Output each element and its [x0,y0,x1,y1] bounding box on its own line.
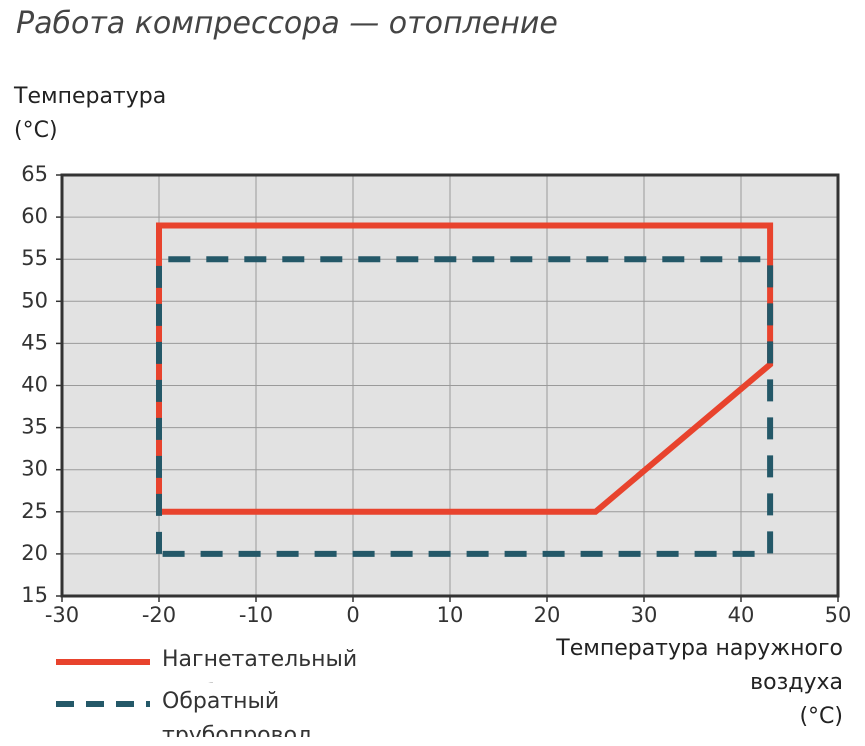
y-tick-label: 55 [21,246,48,270]
y-tick-label: 50 [21,288,48,312]
y-axis-label-line: Температура [14,84,167,109]
x-tick-label: 30 [631,603,658,627]
series-line [156,256,774,557]
legend-label: Обратный трубопровод [162,689,313,737]
y-axis-label: Температура (°C) [14,80,166,148]
y-tick-label: 35 [21,415,48,439]
y-tick-label: 40 [21,373,48,397]
y-tick-label: 65 [21,162,48,186]
y-tick-label: 15 [21,583,48,607]
x-tick-label: 40 [728,603,755,627]
legend-label: Нагнетательный трубопровод [162,647,358,683]
y-axis-label-line: (°C) [14,118,58,143]
plot-border [60,173,840,598]
x-tick-label: -20 [142,603,176,627]
y-tick-label: 25 [21,499,48,523]
x-tick-label: 0 [346,603,359,627]
x-tick-label: 20 [534,603,561,627]
x-axis-label-line: (°C) [799,704,843,729]
x-tick-label: -10 [239,603,273,627]
y-tick-label: 20 [21,541,48,565]
x-tick-label: 50 [825,603,852,627]
x-axis-label-line: воздуха [750,670,843,695]
x-tick-label: -30 [45,603,79,627]
y-tick-label: 30 [21,457,48,481]
x-axis-label-line: Температура наружного [556,636,843,661]
y-tick-label: 60 [21,204,48,228]
y-tick-label: 45 [21,330,48,354]
x-tick-label: 10 [437,603,464,627]
x-axis-label: Температура наружного воздуха (°C) [556,632,843,734]
chart-title: Работа компрессора — отопление [16,6,558,41]
